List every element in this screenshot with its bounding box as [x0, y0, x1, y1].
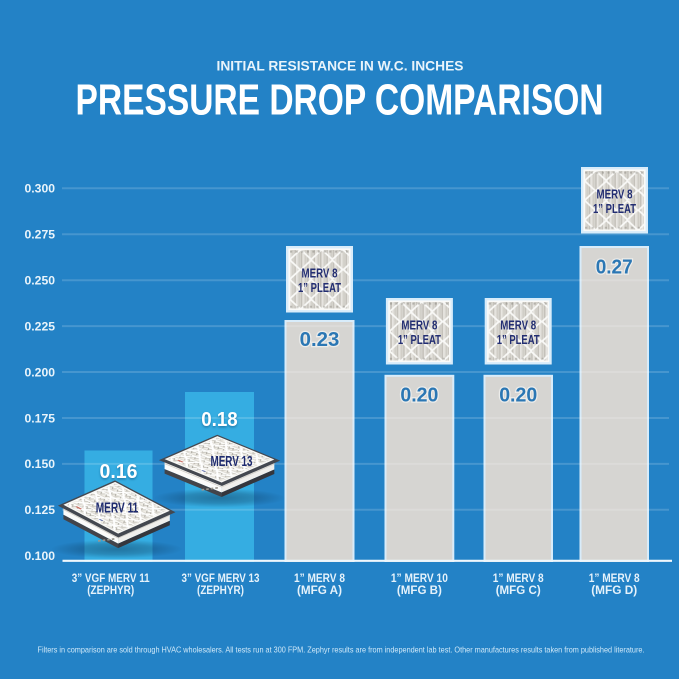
svg-text:0.300: 0.300 — [25, 182, 56, 196]
svg-text:0.225: 0.225 — [25, 319, 56, 333]
svg-text:0.150: 0.150 — [25, 457, 56, 471]
svg-text:PRESSURE DROP COMPARISON: PRESSURE DROP COMPARISON — [76, 76, 604, 125]
svg-text:0.18: 0.18 — [201, 411, 238, 433]
svg-text:0.23: 0.23 — [300, 329, 340, 351]
svg-text:0.18: 0.18 — [201, 409, 238, 431]
svg-text:(MFG A): (MFG A) — [297, 583, 342, 597]
svg-text:0.20: 0.20 — [400, 385, 438, 407]
svg-text:(MFG B): (MFG B) — [397, 583, 442, 597]
svg-text:MERV 8: MERV 8 — [500, 319, 536, 333]
svg-text:0.200: 0.200 — [25, 365, 56, 379]
svg-text:0.175: 0.175 — [25, 411, 56, 425]
svg-text:MERV 8: MERV 8 — [302, 267, 338, 281]
svg-text:(MFG D): (MFG D) — [591, 583, 637, 597]
svg-text:3” VGF MERV 11: 3” VGF MERV 11 — [72, 571, 150, 585]
svg-text:1” PLEAT: 1” PLEAT — [398, 333, 441, 347]
svg-text:0.20: 0.20 — [499, 385, 537, 407]
svg-text:0.125: 0.125 — [25, 503, 56, 517]
svg-text:1” MERV 10: 1” MERV 10 — [391, 571, 448, 585]
svg-text:1” MERV 8: 1” MERV 8 — [294, 571, 345, 585]
svg-text:(ZEPHYR): (ZEPHYR) — [197, 583, 244, 597]
svg-text:1” PLEAT: 1” PLEAT — [593, 202, 636, 216]
svg-text:0.27: 0.27 — [596, 256, 633, 278]
svg-text:1” MERV 8: 1” MERV 8 — [493, 571, 544, 585]
svg-text:0.27: 0.27 — [596, 256, 633, 278]
svg-text:1” PLEAT: 1” PLEAT — [298, 281, 341, 295]
svg-text:MERV 8: MERV 8 — [401, 319, 437, 333]
svg-text:3” VGF MERV 13: 3” VGF MERV 13 — [182, 571, 260, 585]
svg-text:INITIAL RESISTANCE IN W.C. INC: INITIAL RESISTANCE IN W.C. INCHES — [217, 58, 464, 74]
svg-text:0.20: 0.20 — [499, 385, 537, 407]
svg-text:(MFG C): (MFG C) — [496, 583, 541, 597]
svg-text:MERV 13: MERV 13 — [211, 453, 253, 470]
svg-text:Filters in comparison are sold: Filters in comparison are sold through H… — [38, 646, 645, 655]
svg-text:0.16: 0.16 — [100, 462, 138, 484]
svg-text:0.23: 0.23 — [300, 329, 340, 351]
svg-text:MERV 11: MERV 11 — [96, 499, 139, 516]
svg-text:1” PLEAT: 1” PLEAT — [497, 333, 540, 347]
svg-text:0.250: 0.250 — [25, 274, 56, 288]
svg-text:0.20: 0.20 — [400, 385, 438, 407]
svg-text:0.16: 0.16 — [100, 461, 138, 483]
svg-text:0.100: 0.100 — [25, 549, 56, 563]
svg-text:0.275: 0.275 — [25, 228, 56, 242]
svg-text:1” MERV 8: 1” MERV 8 — [589, 571, 640, 585]
svg-text:MERV 8: MERV 8 — [597, 188, 633, 202]
svg-text:(ZEPHYR): (ZEPHYR) — [87, 583, 134, 597]
